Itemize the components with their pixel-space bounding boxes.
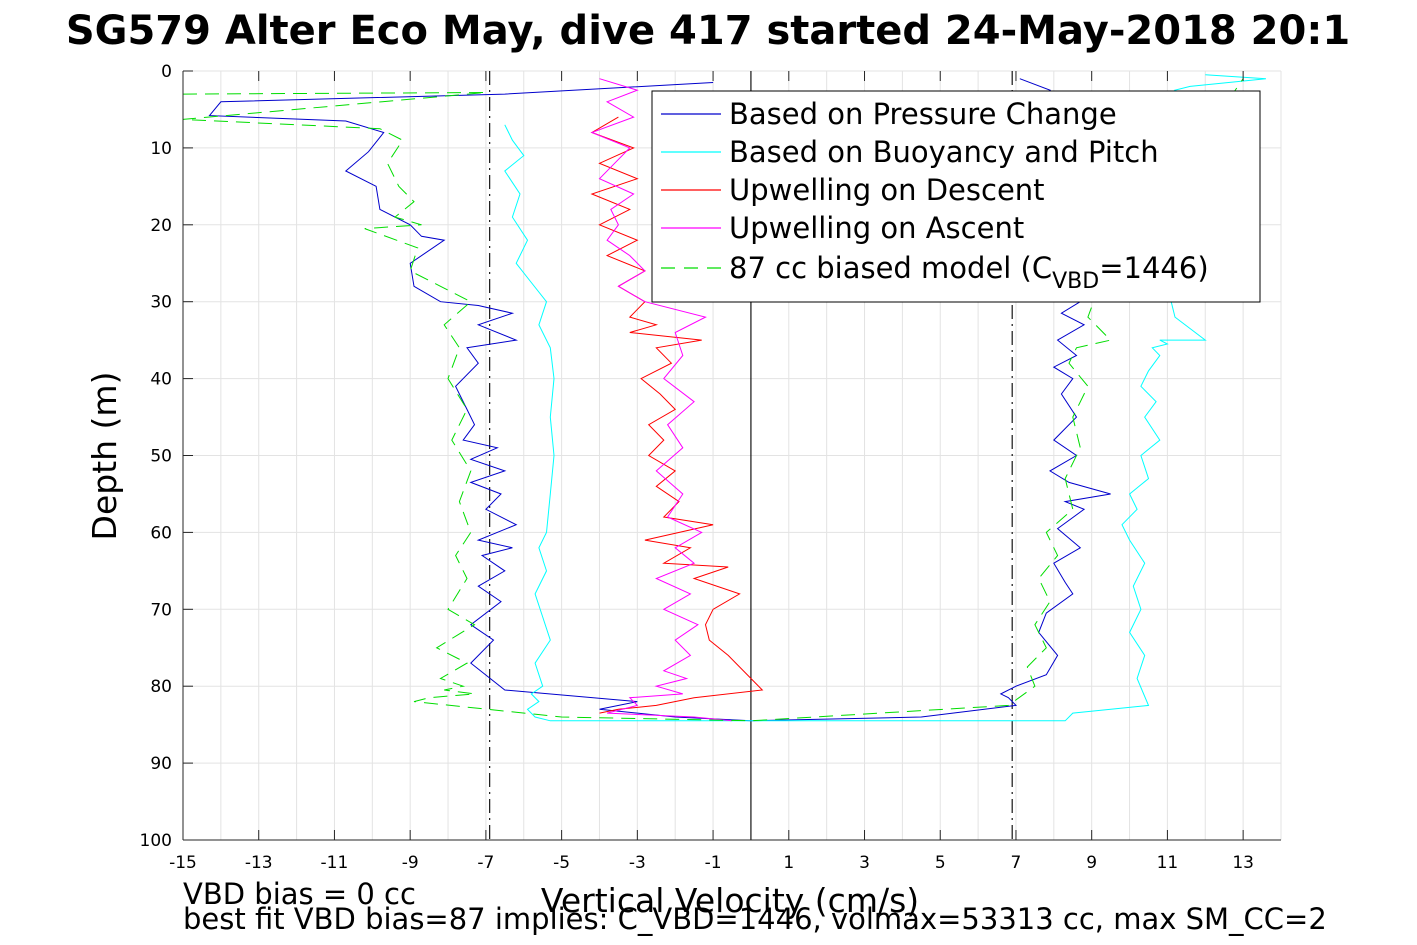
series-line-4	[182, 78, 1244, 722]
series-line-2	[590, 116, 764, 714]
chart-title: SG579 Alter Eco May, dive 417 started 24…	[66, 8, 1350, 54]
legend: Based on Pressure Change Based on Buoyanc…	[651, 90, 1261, 303]
legend-label-0: Based on Pressure Change	[729, 97, 1117, 131]
series-line-0	[208, 78, 1111, 722]
grid	[182, 70, 1282, 841]
legend-label-3: Upwelling on Ascent	[729, 211, 1024, 245]
x-tick-label: 1	[783, 853, 794, 873]
x-tick-label: -7	[477, 853, 494, 873]
footer-bias-line: VBD bias = 0 cc	[183, 877, 416, 911]
x-tick-label: -9	[402, 853, 419, 873]
y-tick-label: 10	[150, 139, 172, 159]
x-tick-label: -11	[321, 853, 349, 873]
y-tick-label: 0	[161, 62, 172, 82]
y-tick-label: 70	[150, 600, 172, 620]
y-tick-label: 40	[150, 370, 172, 390]
x-tick-label: 3	[859, 853, 870, 873]
y-tick-label: 80	[150, 677, 172, 697]
legend-box	[651, 90, 1261, 303]
footer-bestfit-line: best fit VBD bias=87 implies: C_VBD=1446…	[183, 902, 1327, 936]
legend-label-2: Upwelling on Descent	[729, 173, 1045, 207]
x-axis-label: Vertical Velocity (cm/s)	[541, 881, 919, 920]
legend-label-model: 87 cc biased model (CVBD=1446)	[729, 251, 1209, 294]
x-tick-label: -3	[629, 853, 646, 873]
y-tick-label: 60	[150, 523, 172, 543]
legend-model-prefix: 87 cc biased model (C	[729, 251, 1052, 285]
y-tick-label: 20	[150, 216, 172, 236]
x-tick-label: 9	[1086, 853, 1097, 873]
y-axis-label: Depth (m)	[85, 372, 124, 541]
axes: -15 -13 -11 -9 -7 -5 -3 -1 1 3 5 7 9 11 13010203040506…	[140, 62, 1281, 873]
x-tick-label: -13	[245, 853, 273, 873]
y-tick-label: 90	[150, 754, 172, 774]
legend-model-suffix: =1446)	[1099, 251, 1208, 285]
x-tick-label: 11	[1157, 853, 1179, 873]
series-line-3	[590, 78, 733, 722]
y-tick-label: 50	[150, 447, 172, 467]
x-tick-label: -1	[705, 853, 722, 873]
x-tick-label: 5	[935, 853, 946, 873]
x-tick-label: 13	[1232, 853, 1254, 873]
legend-model-sub: VBD	[1052, 269, 1099, 294]
x-tick-label: -15	[169, 853, 197, 873]
legend-label-1: Based on Buoyancy and Pitch	[729, 135, 1159, 169]
y-tick-label: 30	[150, 293, 172, 313]
y-tick-label: 100	[140, 831, 172, 851]
x-tick-label: -5	[553, 853, 570, 873]
x-tick-label: 7	[1011, 853, 1022, 873]
